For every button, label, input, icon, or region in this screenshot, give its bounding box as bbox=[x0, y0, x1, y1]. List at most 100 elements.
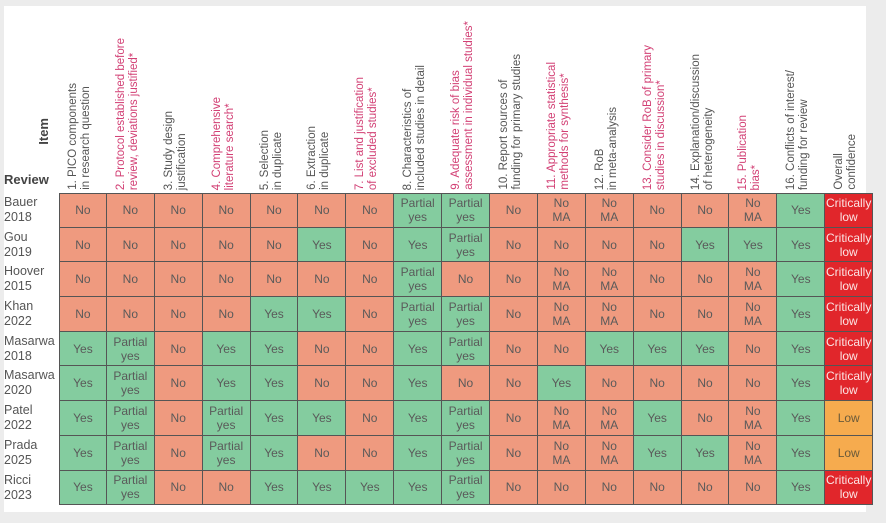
rating-cell: No bbox=[106, 297, 155, 332]
cell-value: Yes bbox=[312, 237, 332, 252]
cell-value: Yes bbox=[73, 376, 93, 391]
rating-cell: Yes bbox=[394, 331, 443, 367]
column-header: 16. Conflicts of interest/funding for re… bbox=[777, 8, 825, 190]
cell-value: Yes bbox=[407, 376, 428, 391]
review-name: Hoover 2015 bbox=[4, 262, 59, 297]
cell-value-line: Partial bbox=[448, 230, 483, 245]
cell-value: Yes bbox=[264, 376, 284, 391]
rating-cell: No bbox=[633, 366, 682, 402]
rating-cell: Yes bbox=[298, 470, 347, 506]
rating-cell: Yes bbox=[537, 366, 586, 402]
table-row: Bauer 2018 No No No No No No No Partial yes Partial… bbox=[4, 193, 874, 228]
rating-cell: Yes bbox=[250, 401, 299, 436]
rating-cell: No MA bbox=[729, 193, 778, 228]
column-header-label: 8. Characteristics of included studies in… bbox=[402, 65, 428, 190]
rating-cell: No bbox=[633, 193, 682, 228]
rating-cell: No bbox=[59, 297, 107, 332]
cell-value: Yes bbox=[791, 445, 811, 460]
cell-value: Yes bbox=[791, 376, 811, 391]
cell-value: No bbox=[122, 203, 138, 218]
rating-cell: No bbox=[346, 401, 395, 436]
cell-value: No bbox=[218, 237, 234, 252]
column-header: Overall confidence bbox=[825, 8, 873, 190]
cell-value-line: MA bbox=[552, 452, 571, 467]
table-body: Bauer 2018 No No No No No No No Partial yes Partial… bbox=[4, 193, 874, 506]
cell-value: No bbox=[505, 237, 522, 252]
cell-value-line: low bbox=[839, 313, 858, 328]
review-name-line: 2025 bbox=[4, 452, 32, 467]
review-name-line: 2018 bbox=[4, 210, 32, 224]
rating-cell: Yes bbox=[777, 435, 826, 471]
cell-value: No bbox=[745, 480, 761, 495]
rating-cell: No bbox=[154, 227, 203, 263]
rating-cell: No bbox=[106, 193, 155, 228]
table-row: Ricci 2023 Yes Partial yes No No Yes Yes Yes Yes Pa… bbox=[4, 470, 874, 506]
cell-value: Yes bbox=[791, 410, 811, 425]
rating-cell: No bbox=[729, 366, 778, 402]
cell-value-line: MA bbox=[552, 313, 571, 328]
cell-value: No bbox=[649, 272, 665, 287]
cell-value-line: yes bbox=[456, 452, 475, 467]
header-line: 12. RoB bbox=[593, 148, 606, 190]
rating-cell: No MA bbox=[585, 297, 634, 332]
cell-value-line: No bbox=[745, 438, 761, 453]
header-line: included studies in detail bbox=[415, 64, 428, 190]
column-header: 12. RoB in meta-analysis bbox=[586, 8, 634, 190]
cell-value: No bbox=[505, 410, 522, 425]
rating-cell: Yes bbox=[59, 366, 107, 402]
review-name-line: Gou bbox=[4, 229, 28, 244]
review-name-line: Prada bbox=[4, 437, 38, 452]
cell-value: No bbox=[218, 272, 234, 287]
cell-value-line: No bbox=[553, 196, 570, 211]
review-name-line: Patel bbox=[4, 403, 33, 418]
cell-value: No bbox=[697, 480, 713, 495]
column-header-label: 7. List and justification of excluded stu… bbox=[354, 77, 380, 190]
cell-value: Yes bbox=[264, 341, 284, 356]
cell-value: No bbox=[314, 445, 330, 460]
header-line: in meta-analysis bbox=[606, 106, 619, 190]
rating-cell: No MA bbox=[729, 435, 778, 471]
rating-cell: Yes bbox=[59, 435, 107, 471]
column-header-label: 16. Conflicts of interest/funding for re… bbox=[785, 70, 811, 190]
cell-value-line: yes bbox=[120, 452, 140, 467]
header-line: in duplicate bbox=[319, 131, 332, 190]
cell-value-line: Critically bbox=[826, 299, 872, 314]
rating-cell: No bbox=[202, 193, 251, 228]
cell-value-line: No bbox=[553, 438, 570, 453]
rating-cell: Yes bbox=[633, 331, 682, 367]
column-header-label: 6. Extraction in duplicate bbox=[306, 126, 332, 190]
cell-value-line: Partial bbox=[113, 403, 148, 418]
review-name: Khan 2022 bbox=[4, 297, 59, 332]
rating-cell: No bbox=[537, 470, 586, 506]
cell-value: No bbox=[505, 376, 522, 391]
cell-value: No bbox=[122, 272, 138, 287]
column-header: 3. Study design justification bbox=[155, 8, 203, 190]
cell-value: No bbox=[553, 480, 570, 495]
cell-value-line: low bbox=[839, 244, 858, 259]
column-header-label: 4. Comprehensive literature search* bbox=[211, 97, 237, 190]
cell-value-line: Partial bbox=[400, 299, 435, 314]
rating-cell: Yes bbox=[777, 470, 826, 506]
cell-value: No bbox=[218, 480, 234, 495]
rating-cell: No bbox=[490, 262, 538, 298]
rating-cell: Partial yes bbox=[394, 262, 443, 298]
rating-cell: No bbox=[250, 262, 299, 298]
cell-value-line: yes bbox=[408, 313, 428, 328]
rating-cell: Partial yes bbox=[394, 297, 443, 332]
cell-value-line: Critically bbox=[826, 334, 872, 349]
rating-cell: Yes bbox=[585, 331, 634, 367]
rating-cell: No bbox=[298, 193, 347, 228]
cell-value-line: Partial bbox=[400, 196, 435, 211]
rating-cell: No bbox=[298, 366, 347, 402]
cell-value: No bbox=[601, 237, 617, 252]
rating-cell: Yes bbox=[777, 401, 826, 436]
header-line: 15. Publication bbox=[737, 114, 750, 190]
rating-cell: No bbox=[537, 227, 586, 263]
rating-cell: No bbox=[490, 227, 538, 263]
cell-value-line: MA bbox=[743, 313, 762, 328]
header-line: 7. List and justification bbox=[354, 76, 367, 190]
rating-cell: Yes bbox=[681, 227, 730, 263]
cell-value: No bbox=[170, 203, 186, 218]
cell-value-line: Partial bbox=[209, 403, 244, 418]
rating-cell: No bbox=[250, 193, 299, 228]
